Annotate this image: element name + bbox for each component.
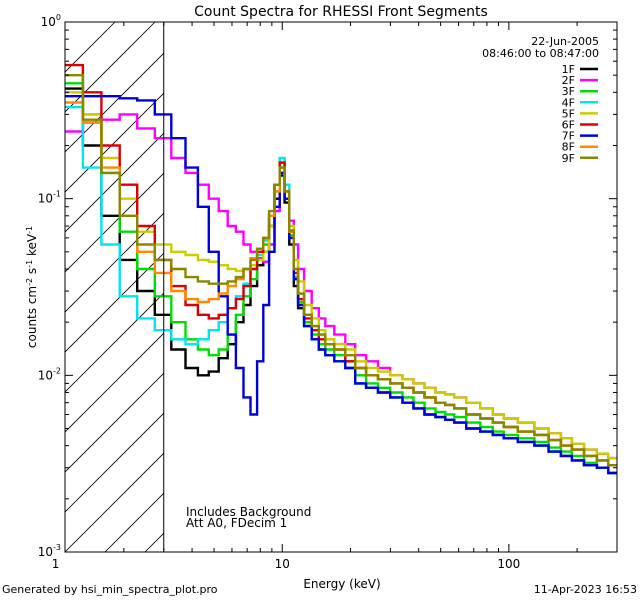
y-tick-label: 100 <box>41 13 61 29</box>
hatch-line <box>65 22 156 113</box>
hatch-line <box>385 22 640 552</box>
hatch-line <box>65 172 164 273</box>
plot-frame <box>64 21 618 553</box>
legend-label-5f: 5F <box>562 107 575 120</box>
hatch-line <box>65 412 164 513</box>
series-line-3f <box>65 82 617 475</box>
hatch-line <box>65 372 164 473</box>
hatch-line <box>65 452 164 552</box>
series-line-2f <box>65 113 617 460</box>
legend-label-6f: 6F <box>562 119 575 132</box>
y-tick-label: 10-1 <box>38 190 61 206</box>
hatch-line <box>625 22 640 552</box>
x-tick-label: 100 <box>497 557 520 571</box>
series-line-6f <box>65 63 617 467</box>
hatch-line <box>225 22 640 552</box>
footer-timestamp: 11-Apr-2023 16:53 <box>533 583 637 596</box>
legend-label-9f: 9F <box>562 152 575 165</box>
hatch-line <box>65 252 164 353</box>
hatch-line <box>65 22 116 73</box>
chart-title: Count Spectra for RHESSI Front Segments <box>194 4 488 20</box>
hatch-line <box>65 52 164 153</box>
series-line-7f <box>65 95 617 475</box>
legend-label-3f: 3F <box>562 85 575 98</box>
legend-label-8f: 8F <box>562 141 575 154</box>
x-axis-label: Energy (keV) <box>303 577 380 591</box>
footer-generated-by: Generated by hsi_min_spectra_plot.pro <box>2 583 218 596</box>
time-range: 08:46:00 to 08:47:00 <box>482 47 599 60</box>
y-axis-label: counts cm-2 s-1 keV-1 <box>25 226 40 348</box>
observation-date: 22-Jun-2005 <box>531 35 599 48</box>
hatch-line <box>65 212 164 313</box>
x-tick-label: 10 <box>275 557 290 571</box>
x-tick-label: 1 <box>52 557 60 571</box>
y-tick-label: 10-2 <box>38 366 61 382</box>
series-line-1f <box>65 87 617 475</box>
legend-label-2f: 2F <box>562 74 575 87</box>
annotation-background: Includes Background <box>186 505 311 519</box>
hatch-line <box>65 92 164 193</box>
legend-label-1f: 1F <box>562 63 575 76</box>
series-line-5f <box>65 91 617 460</box>
series-line-8f <box>65 101 617 467</box>
legend-label-7f: 7F <box>562 130 575 143</box>
background-hatched-region <box>65 22 640 552</box>
annotation-attenuator: Att A0, FDecim 1 <box>186 516 287 530</box>
y-tick-label: 10-3 <box>38 543 61 559</box>
series-line-9f <box>65 74 617 467</box>
legend-label-4f: 4F <box>562 96 575 109</box>
